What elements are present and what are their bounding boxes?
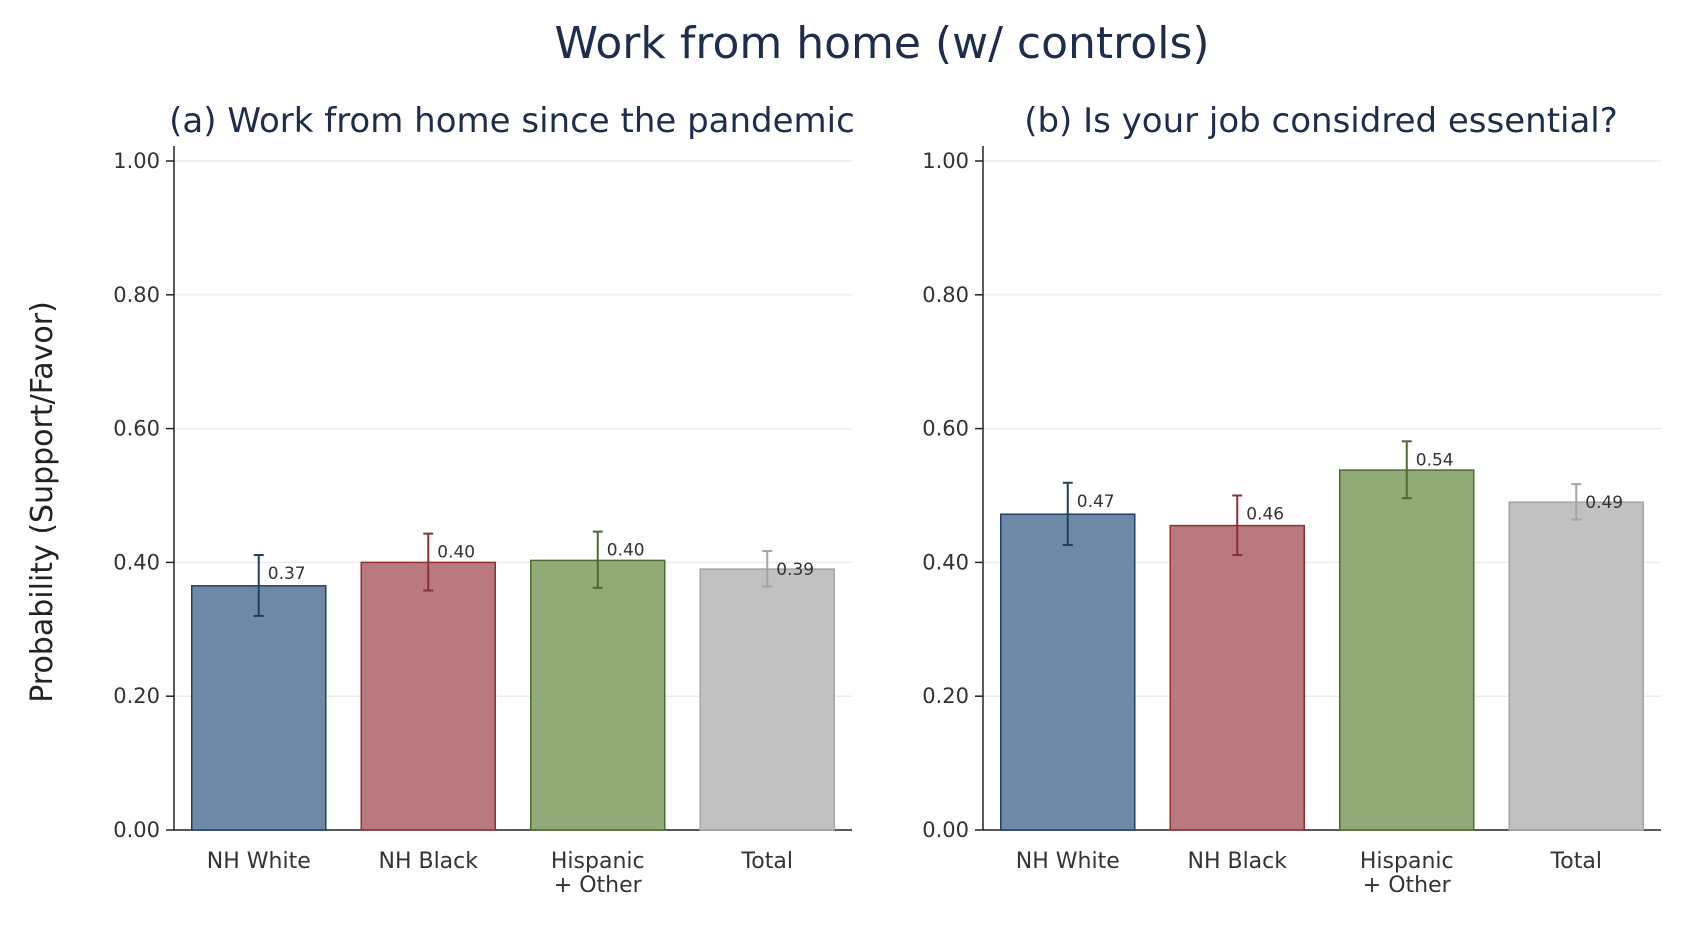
y-tick-label: 0.00	[113, 818, 160, 842]
y-tick-label: 0.80	[113, 283, 160, 307]
y-tick-label: 1.00	[922, 149, 969, 173]
x-tick-label: NH White	[1016, 849, 1120, 874]
y-tick-label: 0.40	[113, 550, 160, 574]
data-label: 0.49	[1585, 493, 1623, 513]
data-label: 0.46	[1246, 505, 1284, 525]
data-label: 0.40	[437, 543, 475, 563]
bar	[530, 559, 666, 831]
x-tick-label: Hispanic	[551, 849, 645, 874]
panel-a: (a) Work from home since the pandemic 0.…	[113, 101, 855, 898]
bar	[191, 585, 327, 831]
y-tick-label: 0.00	[922, 818, 969, 842]
x-tick-label: Total	[741, 849, 793, 874]
panel-b: (b) Is your job consid­red essential? 0.…	[922, 101, 1661, 898]
y-axis-label: Probability (Support/Favor)	[25, 301, 60, 703]
data-label: 0.37	[268, 564, 306, 584]
y-tick-label: 0.20	[922, 684, 969, 708]
bar	[1508, 501, 1644, 831]
data-label: 0.47	[1077, 492, 1115, 512]
x-tick-label: NH Black	[378, 849, 478, 874]
bar	[1169, 524, 1305, 831]
y-tick-label: 0.60	[922, 417, 969, 441]
data-label: 0.54	[1416, 450, 1454, 470]
x-tick-label: Total	[1550, 849, 1602, 874]
y-tick-label: 0.60	[113, 417, 160, 441]
x-tick-label: Hispanic	[1360, 849, 1454, 874]
y-tick-label: 0.20	[113, 684, 160, 708]
bar	[699, 568, 835, 831]
figure-title: Work from home (w/ controls)	[554, 18, 1209, 69]
data-label: 0.40	[607, 541, 645, 561]
x-tick-label: NH Black	[1187, 849, 1287, 874]
x-tick-label: NH White	[207, 849, 311, 874]
bar	[1000, 513, 1136, 831]
panel-a-title: (a) Work from home since the pandemic	[169, 101, 855, 141]
bar	[360, 561, 496, 831]
y-tick-label: 0.80	[922, 283, 969, 307]
y-tick-label: 1.00	[113, 149, 160, 173]
x-tick-label: + Other	[554, 873, 643, 898]
panel-b-title: (b) Is your job consid­red essential?	[1024, 101, 1618, 141]
x-tick-label: + Other	[1363, 873, 1452, 898]
bar	[1339, 469, 1475, 831]
y-tick-label: 0.40	[922, 550, 969, 574]
data-label: 0.39	[776, 560, 814, 580]
